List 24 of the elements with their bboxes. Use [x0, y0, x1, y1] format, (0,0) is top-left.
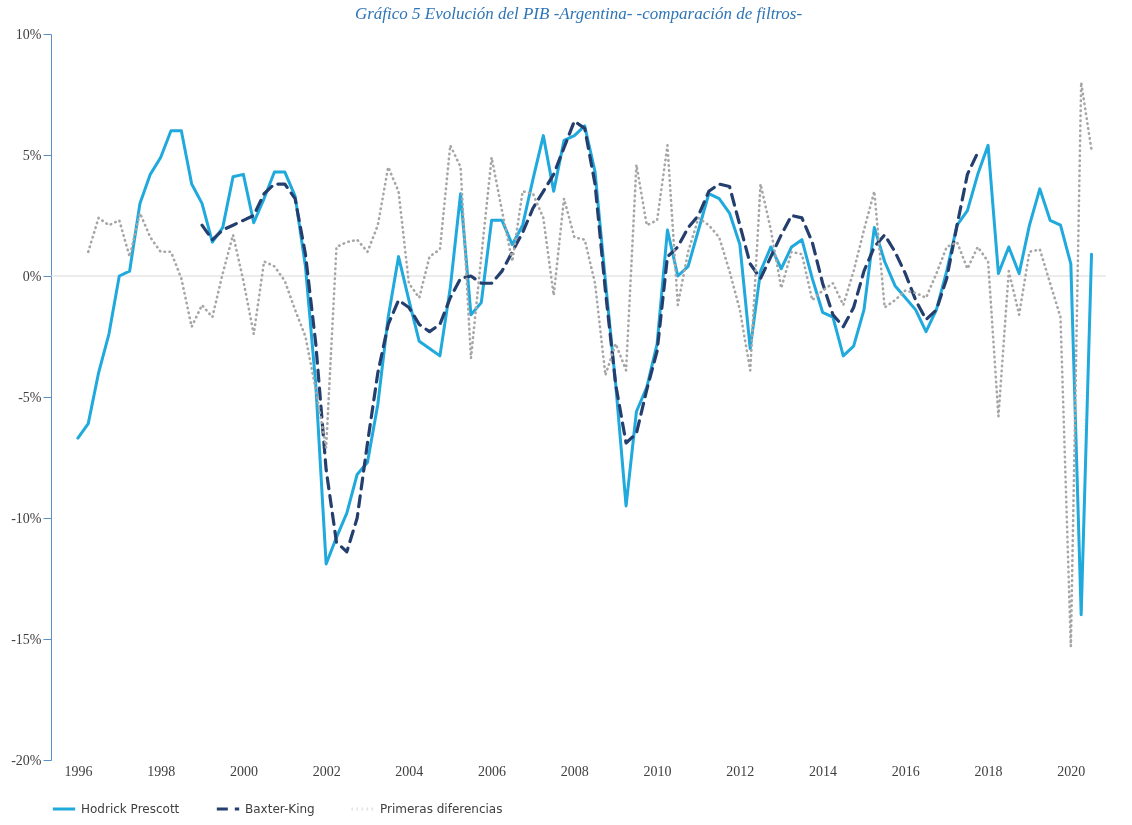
x-tick-label: 1996 [64, 763, 93, 779]
y-tick-label: -20% [11, 752, 42, 768]
y-tick-label: 10% [15, 26, 42, 42]
x-tick-label: 2002 [312, 763, 341, 779]
x-tick-label: 2012 [726, 763, 755, 779]
y-tick-label: 5% [22, 147, 42, 163]
y-tick-label: -5% [18, 389, 42, 405]
x-tick-label: 2016 [891, 763, 920, 779]
x-tick-label: 2018 [974, 763, 1003, 779]
y-tick-label: 0% [22, 268, 42, 284]
y-tick-label: -10% [11, 510, 42, 526]
x-tick-label: 2008 [560, 763, 589, 779]
legend-label: Hodrick Prescott [81, 802, 180, 816]
y-tick-label: -15% [11, 631, 42, 647]
x-tick-label: 1998 [147, 763, 176, 779]
chart-title: Gráfico 5 Evolución del PIB -Argentina- -comparación de filtros- [354, 4, 803, 23]
x-tick-label: 2010 [643, 763, 672, 779]
legend-label: Baxter-King [245, 802, 315, 816]
x-tick-label: 2014 [809, 763, 838, 779]
x-tick-label: 2000 [229, 763, 258, 779]
x-tick-label: 2006 [478, 763, 507, 779]
x-tick-label: 2020 [1057, 763, 1086, 779]
x-tick-label: 2004 [395, 763, 424, 779]
legend-label: Primeras diferencias [380, 802, 503, 816]
